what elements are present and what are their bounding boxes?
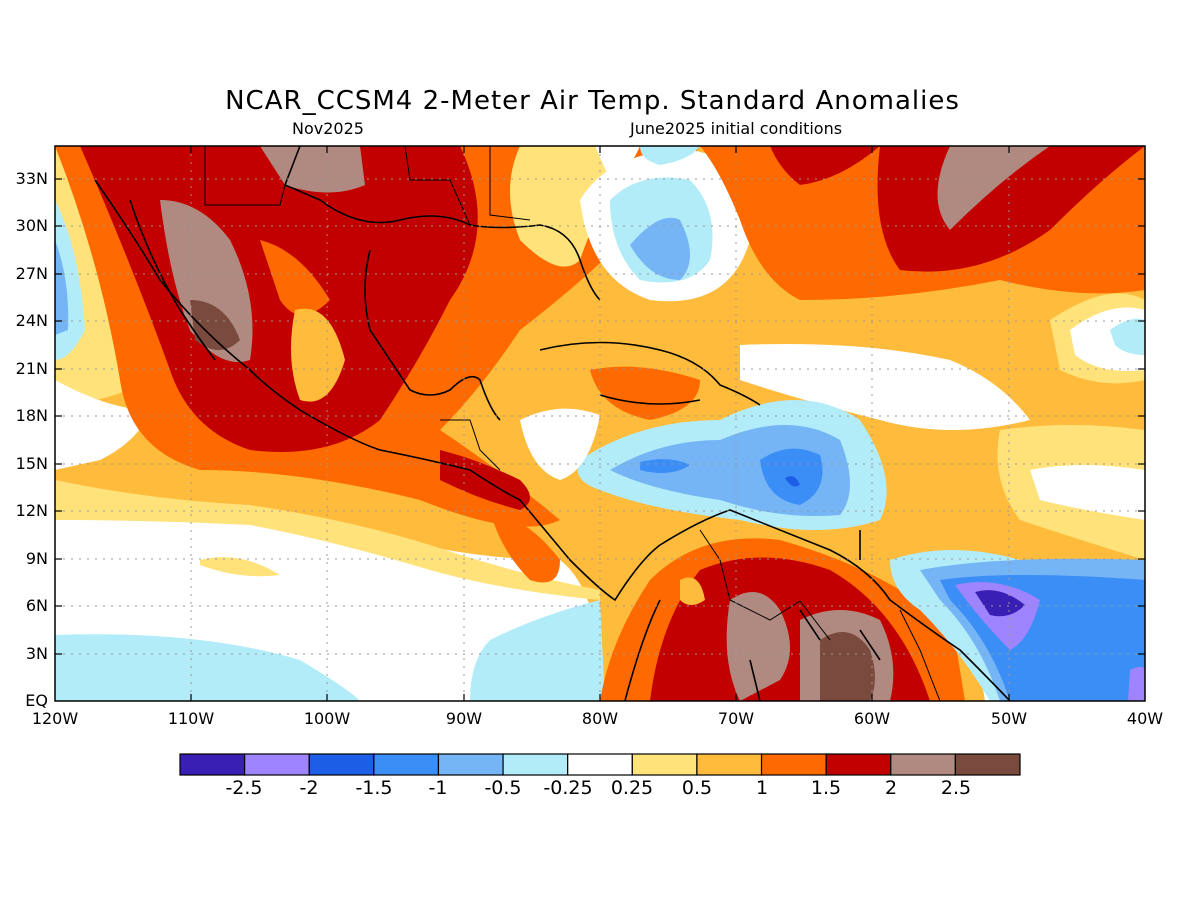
colorbar-swatch [696,753,763,776]
lon-label: 50W [990,709,1028,728]
colorbar-swatch [890,753,956,776]
lon-label: 60W [853,709,891,728]
colorbar-swatch [179,753,246,776]
lat-label: 6N [25,596,48,615]
colorbar [179,753,1021,776]
colorbar-label: 2 [884,777,898,799]
anomaly-field [55,146,1145,701]
colorbar-label: 1.5 [810,777,842,799]
lon-label: 120W [31,709,79,728]
lat-label: 30N [15,216,48,235]
lon-label: 70W [717,709,755,728]
lat-label: 15N [15,454,48,473]
lat-label: 12N [15,501,48,520]
lat-label: 33N [15,169,48,188]
lat-label: 18N [15,406,48,425]
init-conditions: June2025 initial conditions [630,119,843,138]
axis-ticks [55,146,1145,701]
colorbar-label: -0.5 [484,777,522,799]
lon-label: 100W [303,709,351,728]
colorbar-swatch [760,753,827,776]
coastlines [94,146,1011,701]
lon-label: 80W [581,709,619,728]
colorbar-label: 0.5 [681,777,713,799]
lat-label: 3N [25,644,48,663]
colorbar-label: -0.25 [543,777,593,799]
colorbar-swatch [437,753,504,776]
colorbar-swatch [825,753,892,776]
map-title: NCAR_CCSM4 2-Meter Air Temp. Standard An… [225,86,960,116]
borders [204,146,941,701]
colorbar-swatch [631,753,698,776]
lat-label: EQ [25,691,48,710]
lat-label: 9N [25,549,48,568]
lon-label: 90W [445,709,483,728]
colorbar-swatch [567,753,633,776]
colorbar-swatch [244,753,310,776]
colorbar-label: 2.5 [940,777,972,799]
colorbar-label: -1.5 [355,777,393,799]
colorbar-label: -2 [299,777,319,799]
valid-month: Nov2025 [292,119,364,138]
colorbar-label: 0.25 [610,777,654,799]
colorbar-swatch [373,753,440,776]
lon-label: 110W [167,709,215,728]
lat-label: 24N [15,311,48,330]
colorbar-swatch [954,753,1021,776]
lat-label: 27N [15,264,48,283]
lon-label: 40W [1126,709,1164,728]
graticule [55,146,1145,701]
colorbar-swatch [308,753,375,776]
lat-label: 21N [15,359,48,378]
colorbar-label: -2.5 [225,777,263,799]
colorbar-label: -1 [428,777,448,799]
colorbar-label: 1 [755,777,769,799]
colorbar-swatch [502,753,569,776]
